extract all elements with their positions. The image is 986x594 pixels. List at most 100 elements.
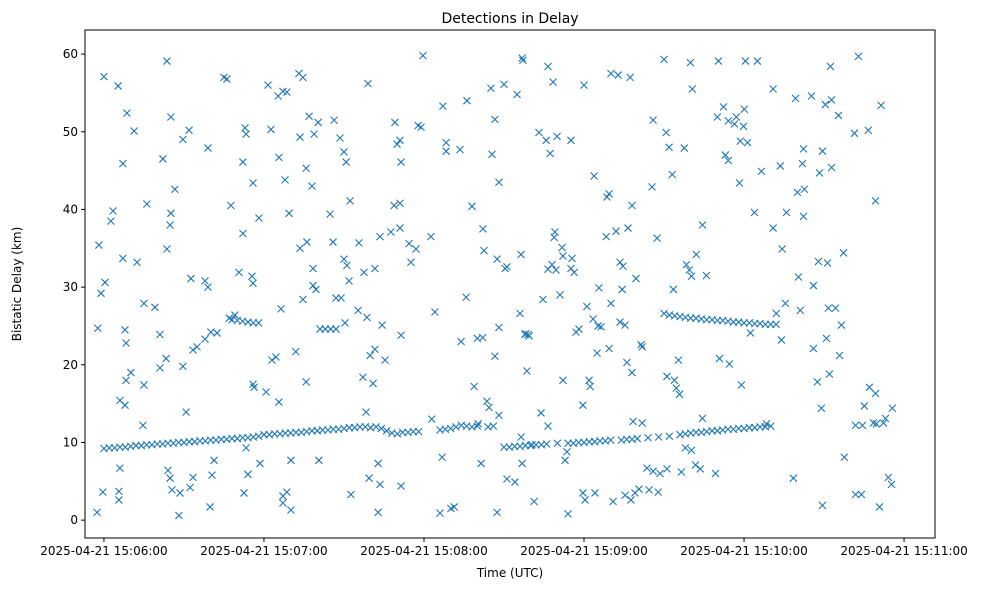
data-point-x-marker	[851, 490, 860, 499]
data-point-x-marker	[561, 456, 569, 465]
data-point-x-marker	[626, 73, 635, 82]
data-point-x-marker	[495, 411, 503, 420]
data-point-x-marker	[381, 356, 389, 365]
data-point-x-marker	[688, 85, 697, 93]
data-point-x-marker	[593, 349, 601, 358]
data-point-x-marker	[346, 196, 354, 205]
data-point-x-marker	[542, 440, 551, 448]
data-point-x-marker	[809, 281, 818, 290]
data-point-x-marker	[583, 302, 591, 311]
data-point-x-marker	[93, 324, 102, 333]
data-point-x-marker	[303, 238, 311, 246]
data-point-x-marker	[242, 130, 250, 138]
data-point-x-marker	[170, 185, 179, 194]
data-point-x-marker	[589, 315, 597, 323]
data-point-x-marker	[518, 459, 527, 468]
data-point-x-marker	[393, 430, 402, 438]
data-point-x-marker	[412, 245, 420, 253]
data-point-x-marker	[397, 331, 405, 340]
data-point-x-marker	[777, 336, 786, 344]
data-point-x-marker	[633, 434, 642, 443]
data-point-x-marker	[730, 120, 739, 128]
data-point-x-marker	[637, 340, 645, 349]
data-point-x-marker	[262, 388, 270, 396]
data-point-x-marker	[680, 144, 689, 152]
data-point-x-marker	[735, 179, 744, 187]
data-point-x-marker	[746, 329, 755, 337]
data-point-x-marker	[629, 417, 637, 426]
data-point-x-marker	[739, 122, 748, 131]
data-point-x-marker	[480, 246, 488, 255]
data-point-x-marker	[595, 283, 603, 292]
x-axis: 2025-04-21 15:06:00 2025-04-21 15:07:00 20…	[40, 538, 968, 558]
data-point-x-marker	[575, 325, 583, 333]
data-point-x-marker	[518, 54, 527, 62]
data-point-x-marker	[390, 201, 399, 210]
data-point-x-marker	[371, 264, 379, 273]
data-point-x-marker	[362, 408, 370, 417]
data-point-x-marker	[778, 245, 787, 253]
data-point-x-marker	[249, 279, 257, 288]
data-point-x-marker	[837, 321, 846, 330]
data-point-x-marker	[519, 56, 527, 65]
data-point-x-marker	[766, 422, 775, 431]
data-point-x-marker	[691, 461, 700, 469]
data-point-x-marker	[881, 414, 890, 423]
data-point-x-marker	[535, 128, 543, 137]
data-point-x-marker	[553, 439, 562, 448]
data-point-x-marker	[864, 126, 873, 135]
data-point-x-marker	[649, 467, 657, 476]
data-point-x-marker	[606, 436, 615, 445]
data-point-x-marker	[452, 423, 460, 431]
data-point-x-marker	[681, 444, 690, 452]
data-point-x-marker	[772, 309, 781, 318]
data-point-x-marker	[495, 323, 503, 332]
data-point-x-marker	[168, 485, 176, 494]
data-point-x-marker	[674, 356, 683, 365]
data-point-x-marker	[542, 136, 551, 145]
data-point-x-marker	[579, 401, 587, 410]
data-point-x-marker	[807, 92, 816, 100]
data-point-x-marker	[796, 306, 805, 315]
data-point-x-marker	[310, 130, 318, 138]
data-point-x-marker	[369, 379, 377, 388]
data-point-x-marker	[249, 179, 257, 187]
data-point-x-marker	[549, 78, 557, 86]
data-point-x-marker	[315, 456, 323, 465]
data-point-x-marker	[614, 71, 623, 79]
data-point-x-marker	[662, 128, 671, 137]
data-point-x-marker	[164, 466, 172, 475]
data-point-x-marker	[359, 373, 367, 382]
data-point-x-marker	[156, 364, 164, 372]
data-point-x-marker	[189, 346, 197, 354]
data-point-x-marker	[309, 281, 317, 290]
data-point-x-marker	[872, 419, 881, 428]
data-point-x-marker	[628, 201, 636, 210]
data-point-x-marker	[548, 260, 556, 269]
data-point-x-marker	[503, 475, 511, 483]
data-point-x-marker	[446, 424, 455, 433]
data-point-x-marker	[178, 135, 187, 144]
data-point-x-marker	[686, 58, 695, 67]
data-point-x-marker	[414, 427, 423, 436]
data-point-x-marker	[685, 266, 694, 274]
x-tick-label: 2025-04-21 15:09:00	[520, 544, 647, 558]
data-point-x-marker	[750, 208, 759, 217]
data-point-x-marker	[879, 419, 888, 427]
data-point-x-marker	[378, 321, 387, 330]
data-point-x-marker	[468, 202, 476, 211]
data-point-x-marker	[740, 105, 749, 114]
data-point-x-marker	[782, 208, 791, 217]
data-point-x-marker	[799, 144, 808, 153]
data-point-x-marker	[235, 268, 243, 277]
data-point-x-marker	[337, 294, 345, 302]
data-point-x-marker	[623, 358, 631, 367]
data-point-x-marker	[687, 446, 696, 455]
data-point-x-marker	[860, 402, 869, 410]
data-point-x-marker	[581, 496, 589, 504]
data-point-x-marker	[166, 474, 174, 483]
data-point-x-marker	[242, 444, 250, 452]
data-point-x-marker	[594, 322, 603, 330]
data-point-x-marker	[372, 423, 380, 431]
